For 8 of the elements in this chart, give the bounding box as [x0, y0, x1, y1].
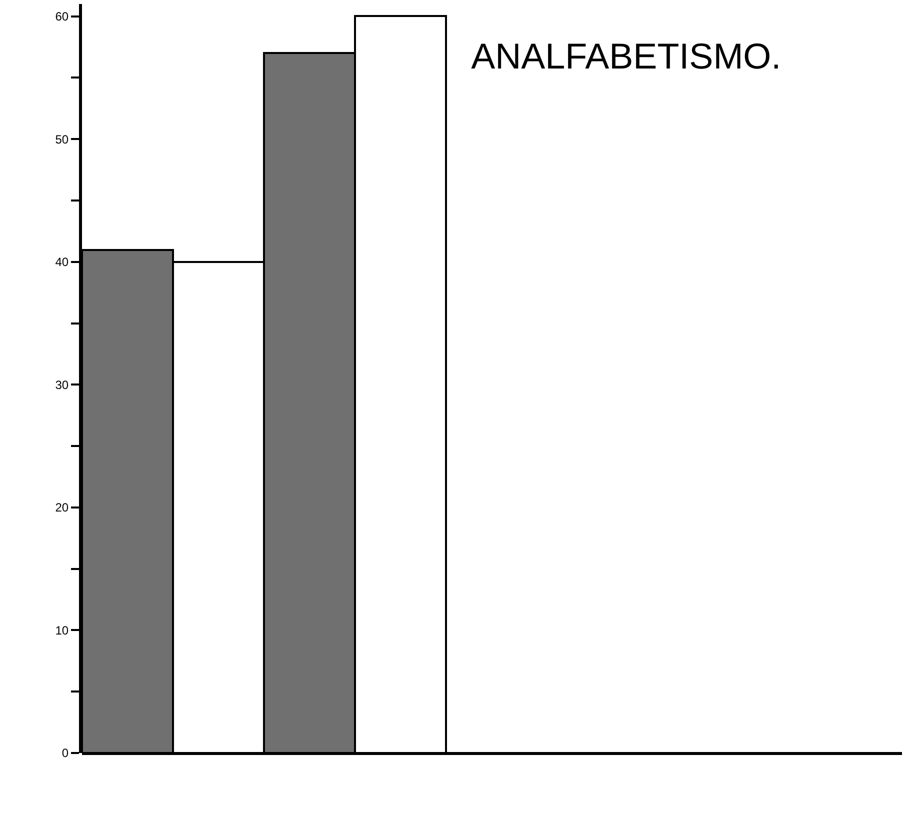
y-tick-label: 20: [55, 500, 69, 515]
y-tick-label: 0: [62, 746, 69, 760]
text: ANALFABETISMO.: [471, 35, 782, 76]
y-tick-label: 30: [55, 378, 69, 392]
y-tick-label: 40: [55, 255, 69, 270]
y-tick-label: 50: [55, 132, 69, 146]
y-tick-label: 60: [55, 9, 69, 24]
y-tick-label: 10: [55, 623, 69, 638]
